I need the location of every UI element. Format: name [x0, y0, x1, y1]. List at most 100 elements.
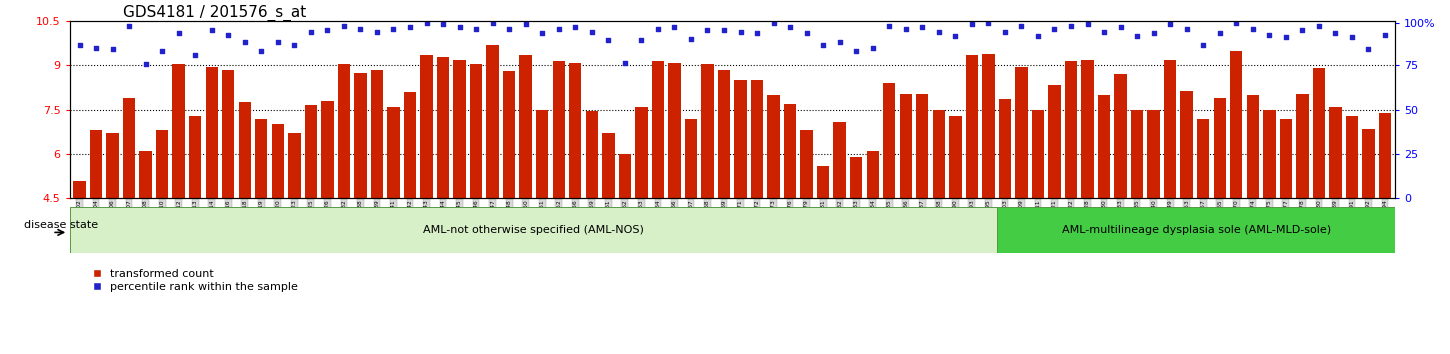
- Bar: [932, 110, 945, 198]
- Point: [944, 33, 967, 39]
- Bar: [568, 63, 581, 198]
- Point: [515, 21, 538, 27]
- Point: [399, 24, 422, 30]
- Point: [977, 20, 1000, 25]
- Point: [580, 29, 603, 34]
- Bar: [371, 70, 383, 198]
- Point: [547, 26, 570, 32]
- Bar: [602, 133, 615, 198]
- Bar: [734, 80, 747, 198]
- Bar: [800, 130, 813, 198]
- Point: [993, 29, 1016, 34]
- Point: [712, 27, 735, 33]
- Point: [1208, 30, 1231, 36]
- Point: [564, 24, 587, 30]
- Bar: [816, 166, 829, 198]
- Bar: [1098, 95, 1111, 198]
- Point: [365, 29, 389, 34]
- Point: [249, 48, 273, 53]
- Bar: [486, 45, 499, 198]
- Bar: [684, 119, 697, 198]
- Bar: [1296, 93, 1308, 198]
- Bar: [157, 130, 168, 198]
- Bar: [536, 110, 548, 198]
- Bar: [999, 99, 1011, 198]
- Bar: [867, 151, 879, 198]
- Point: [779, 24, 802, 30]
- Point: [1159, 21, 1182, 27]
- Point: [1143, 30, 1166, 36]
- Bar: [1214, 98, 1225, 198]
- Point: [613, 60, 637, 65]
- Point: [432, 21, 455, 27]
- Bar: [1015, 67, 1028, 198]
- Bar: [322, 101, 334, 198]
- Text: disease state: disease state: [25, 219, 99, 230]
- Bar: [255, 119, 267, 198]
- Bar: [74, 181, 86, 198]
- Bar: [1048, 85, 1061, 198]
- Bar: [668, 63, 680, 198]
- Point: [216, 32, 239, 37]
- Point: [267, 39, 290, 45]
- Bar: [123, 98, 135, 198]
- Point: [1109, 24, 1132, 30]
- Point: [597, 38, 621, 43]
- Point: [895, 26, 918, 32]
- Point: [629, 38, 652, 43]
- Point: [448, 24, 471, 30]
- Bar: [289, 133, 300, 198]
- Point: [812, 42, 835, 48]
- Bar: [982, 54, 995, 198]
- Point: [481, 20, 505, 25]
- Bar: [1330, 107, 1341, 198]
- Point: [1324, 30, 1347, 36]
- Point: [381, 26, 405, 32]
- Bar: [1147, 110, 1160, 198]
- Bar: [552, 61, 566, 198]
- Point: [1192, 42, 1215, 48]
- Point: [415, 20, 438, 25]
- Text: AML-multilineage dysplasia sole (AML-MLD-sole): AML-multilineage dysplasia sole (AML-MLD…: [1061, 225, 1331, 235]
- Bar: [651, 61, 664, 198]
- Bar: [271, 125, 284, 198]
- Bar: [916, 93, 928, 198]
- Point: [1357, 46, 1380, 52]
- Point: [696, 27, 719, 33]
- Bar: [1064, 61, 1077, 198]
- Bar: [635, 107, 648, 198]
- Point: [531, 30, 554, 36]
- Point: [729, 29, 753, 34]
- Point: [745, 30, 769, 36]
- Bar: [90, 130, 103, 198]
- Bar: [420, 55, 432, 198]
- Point: [1340, 35, 1363, 40]
- Point: [1060, 23, 1083, 29]
- Bar: [1346, 116, 1359, 198]
- Bar: [1115, 74, 1127, 198]
- Point: [1092, 29, 1115, 34]
- Bar: [188, 116, 202, 198]
- Bar: [1280, 119, 1292, 198]
- Point: [1043, 26, 1066, 32]
- Point: [1076, 21, 1099, 27]
- Bar: [354, 73, 367, 198]
- Bar: [454, 59, 465, 198]
- Bar: [1379, 113, 1391, 198]
- Point: [68, 42, 91, 48]
- Bar: [106, 133, 119, 198]
- Point: [332, 23, 355, 29]
- Bar: [784, 104, 796, 198]
- Bar: [222, 70, 235, 198]
- Bar: [619, 154, 631, 198]
- Bar: [403, 92, 416, 198]
- Point: [151, 48, 174, 53]
- Point: [927, 29, 950, 34]
- Point: [1290, 27, 1314, 33]
- Bar: [1312, 68, 1325, 198]
- Point: [283, 42, 306, 48]
- Text: GDS4181 / 201576_s_at: GDS4181 / 201576_s_at: [123, 5, 306, 21]
- Bar: [387, 107, 400, 198]
- Point: [167, 30, 190, 36]
- Point: [349, 26, 373, 32]
